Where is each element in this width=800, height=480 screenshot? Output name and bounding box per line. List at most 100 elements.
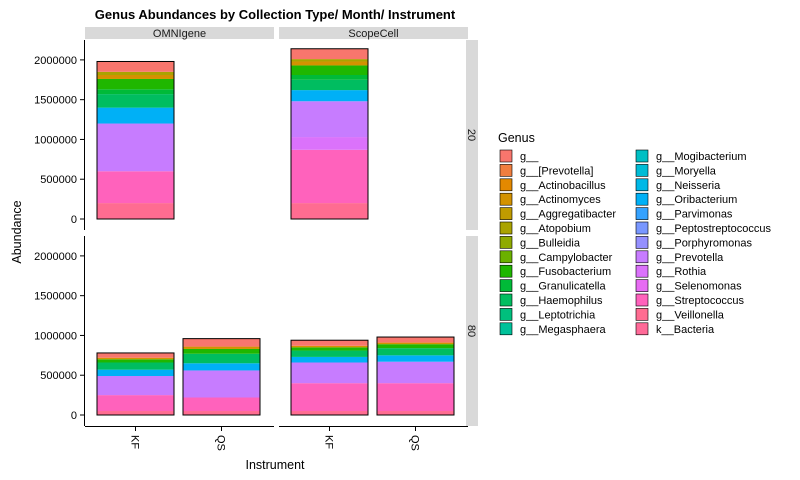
bar-segment-g-oribacterium <box>377 355 454 362</box>
bar-segment-g <box>377 337 454 343</box>
bar-outline <box>96 352 175 416</box>
bar-segment-g <box>291 48 368 60</box>
bar-segment-g-veillonella <box>291 203 368 219</box>
legend: Genus g__ g__[Prevotella] g__Actinobacillu… <box>498 131 771 336</box>
bar-segment-g <box>291 340 368 346</box>
y-tick-label: 0 <box>71 214 77 226</box>
legend-key-k-bacteria <box>635 322 649 336</box>
legend-key-g-actinomyces <box>499 192 513 206</box>
y-tick-label: 1000000 <box>34 330 77 342</box>
y-tick-label: 1500000 <box>34 95 77 107</box>
strip-omnigene <box>85 27 274 39</box>
legend-label-g-peptostreptococcus: g__Peptostreptococcus <box>656 223 771 235</box>
legend-key-g-atopobium <box>499 221 513 235</box>
strip-row-80 <box>466 236 478 426</box>
bar-segment-g-veillonella <box>377 411 454 415</box>
x-tick-label-qs: QS <box>215 435 227 451</box>
bar-segment-g-veillonella <box>183 411 260 415</box>
legend-key-g-neisseria <box>635 178 649 192</box>
legend-key-g-aggregatibacter <box>499 207 513 220</box>
legend-label-g-megasphaera: g__Megasphaera <box>520 324 607 336</box>
bar-segment-g-oribacterium <box>97 107 174 124</box>
y-tick-label: 2000000 <box>34 251 77 263</box>
bar-segment-g-prevotella <box>291 101 368 138</box>
legend-label-g-bulleidia: g__Bulleidia <box>520 237 581 249</box>
legend-label-g-aggregatibacter: g__Aggregatibacter <box>520 209 616 221</box>
y-tick-label: 2000000 <box>34 55 77 67</box>
legend-key-g-campylobacter <box>499 250 513 264</box>
bar-segment-g-streptococcus <box>97 395 174 412</box>
bar-segment-g-prevotella <box>291 362 368 384</box>
bar-segment-g-rothia <box>291 137 368 150</box>
x-tick-label-qs: QS <box>409 435 421 451</box>
bar-segment-g-veillonella <box>97 203 174 219</box>
bar-segment-g-streptococcus <box>183 397 260 412</box>
bar-scopecell-80-kf <box>290 339 369 416</box>
legend-label-g-actinomyces: g__Actinomyces <box>520 194 601 206</box>
bar-segment-g-veillonella <box>291 411 368 415</box>
legend-label-g-prevotella: g__Prevotella <box>656 252 724 264</box>
strip-row-label-20: 20 <box>465 129 477 141</box>
bar-segment-g-prevotella <box>97 123 174 172</box>
legend-label-g-actinobacillus: g__Actinobacillus <box>520 180 606 192</box>
bar-segment-g-oribacterium <box>291 90 368 102</box>
y-axes: 0 500000 1000000 1500000 2000000 0 500000 10000… <box>34 40 85 426</box>
chart-title: Genus Abundances by Collection Type/ Mon… <box>95 7 456 22</box>
bar-segment-g-fusobacterium <box>377 344 454 349</box>
legend-label-g-campylobacter: g__Campylobacter <box>520 252 613 264</box>
legend-key-g-rothia <box>635 264 649 278</box>
y-tick-label: 500000 <box>40 174 77 186</box>
bar-segment-g-fusobacterium <box>97 359 174 363</box>
legend-key-g-veillonella <box>635 308 649 321</box>
x-axis-title: Instrument <box>245 458 305 472</box>
legend-key-g-mogibacterium <box>635 149 649 163</box>
legend-label-g-mogibacterium: g__Mogibacterium <box>656 151 747 163</box>
legend-label-k-bacteria: k__Bacteria <box>656 324 715 336</box>
bar-segment-g-atopobium <box>97 71 174 76</box>
legend-label-g-oribacterium: g__Oribacterium <box>656 194 737 206</box>
legend-key-g-porphyromonas <box>635 236 649 249</box>
bar-outline <box>182 338 261 416</box>
legend-label-g-veillonella: g__Veillonella <box>656 309 725 321</box>
bar-segment-g-prevotella <box>97 376 174 396</box>
legend-key-g-peptostreptococcus <box>635 221 649 235</box>
legend-label-g-porphyromonas: g__Porphyromonas <box>656 237 753 249</box>
legend-key-g-prevotella <box>635 250 649 264</box>
legend-key-g-bulleidia <box>499 236 513 249</box>
bar-segment-g-actinomyces <box>97 357 174 360</box>
legend-label-g-fusobacterium: g__Fusobacterium <box>520 266 611 278</box>
x-tick-label-kf: KF <box>129 435 141 449</box>
bar-segment-g-oribacterium <box>183 363 260 371</box>
bar-segment-g-streptococcus <box>377 383 454 412</box>
bar-segment-g-haemophilus <box>377 348 454 356</box>
bar-outline <box>290 339 369 416</box>
bar-segment-g-fusobacterium <box>97 78 174 90</box>
bar-segment-g-actinomyces <box>377 342 454 345</box>
bar-segment-g-streptococcus <box>291 149 368 204</box>
strip-row-20 <box>466 40 478 230</box>
bar-segment-g-actinomyces <box>97 75 174 79</box>
legend-label-g-neisseria: g__Neisseria <box>656 180 721 192</box>
bar-segment-g <box>97 352 174 358</box>
legend-key-g-leptotrichia <box>499 308 513 321</box>
bar-scopecell-20-kf <box>290 48 369 220</box>
bar-scopecell-80-qs <box>376 336 455 416</box>
bar-segment-g-atopobium <box>291 59 368 62</box>
legend-label-g-parvimonas: g__Parvimonas <box>656 209 733 221</box>
bar-segment-g-actinomyces <box>183 346 260 349</box>
bar-segment-g-haemophilus <box>291 350 368 357</box>
legend-key-g-actinobacillus <box>499 178 513 192</box>
bar-segment-g-haemophilus <box>291 79 368 91</box>
legend-label-g-haemophilus: g__Haemophilus <box>520 295 603 307</box>
legend-label-g-moryella: g__Moryella <box>656 165 717 177</box>
bar-segment-g-fusobacterium <box>291 347 368 351</box>
bar-segment-g-haemophilus <box>97 362 174 370</box>
facet-panels: OMNIgene ScopeCell 20 80 <box>85 27 478 426</box>
bar-segment-g-prevotella <box>183 370 260 398</box>
bar-segment-g-streptococcus <box>97 171 174 204</box>
bar-segment-g-haemophilus <box>183 353 260 364</box>
legend-label-g-selenomonas: g__Selenomonas <box>656 281 742 293</box>
bar-outline <box>290 48 369 220</box>
legend-label-g-prevotella: g__[Prevotella] <box>520 165 593 177</box>
legend-label-g-rothia: g__Rothia <box>656 266 707 278</box>
